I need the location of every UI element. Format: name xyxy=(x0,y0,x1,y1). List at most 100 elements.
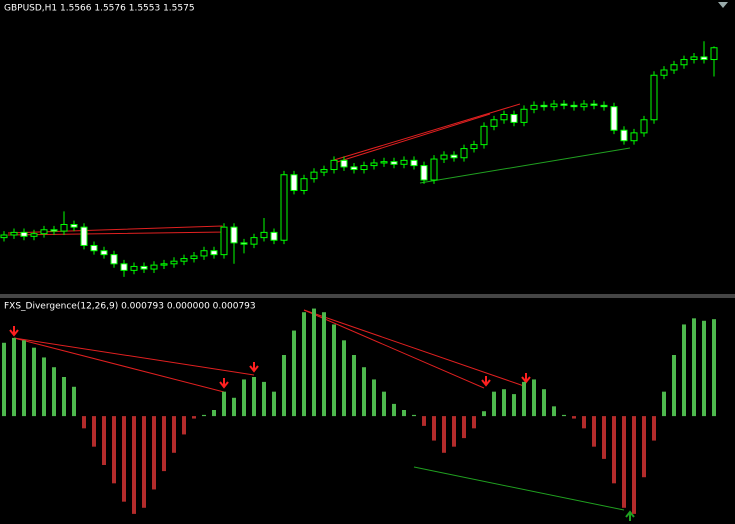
histogram-bar xyxy=(502,389,506,417)
sell-arrow xyxy=(481,376,491,387)
histogram-bar xyxy=(82,416,86,429)
candle-body xyxy=(570,104,578,108)
candle-body xyxy=(610,106,618,131)
histogram-bar xyxy=(552,406,556,417)
divergence-line xyxy=(303,309,525,387)
histogram-bar xyxy=(192,416,196,419)
candle-body xyxy=(660,69,668,76)
histogram-bar xyxy=(252,377,256,417)
candle-body xyxy=(160,263,168,266)
histogram-bar xyxy=(482,411,486,417)
candle-body xyxy=(650,74,658,121)
candle-body xyxy=(300,178,308,191)
candle-body xyxy=(310,171,318,180)
candle-body xyxy=(60,224,68,232)
histogram-bar xyxy=(712,319,716,417)
candle-body xyxy=(510,114,518,123)
histogram-bar xyxy=(302,312,306,417)
histogram-bar xyxy=(392,403,396,417)
buy-arrow xyxy=(625,510,635,521)
candle-body xyxy=(470,144,478,150)
histogram-bar xyxy=(492,391,496,417)
chart-title: GBPUSD,H1 1.5566 1.5576 1.5553 1.5575 xyxy=(4,4,195,14)
histogram-bar xyxy=(632,416,636,514)
divergence-line xyxy=(13,337,225,393)
histogram-bar xyxy=(692,318,696,417)
candle-body xyxy=(370,162,378,167)
candle-body xyxy=(50,229,58,232)
candle-body xyxy=(270,231,278,241)
candle-body xyxy=(90,244,98,252)
histogram-bar xyxy=(582,416,586,429)
histogram-bar xyxy=(682,324,686,417)
histogram-bar xyxy=(102,416,106,465)
histogram-bar xyxy=(342,340,346,417)
candle-body xyxy=(180,258,188,262)
candle-body xyxy=(190,255,198,260)
candle-body xyxy=(380,161,388,164)
divergence-line xyxy=(303,309,485,389)
candle-body xyxy=(250,237,258,245)
candle-body xyxy=(340,159,348,168)
histogram-bar xyxy=(382,391,386,417)
histogram-bar xyxy=(372,379,376,417)
histogram-bar xyxy=(52,367,56,417)
candle-body xyxy=(390,161,398,165)
histogram-bar xyxy=(242,379,246,417)
histogram-bar xyxy=(642,416,646,478)
histogram-bar xyxy=(282,355,286,417)
histogram-bar xyxy=(212,410,216,417)
candle-body xyxy=(440,154,448,160)
sell-arrow xyxy=(9,326,19,337)
candle-body xyxy=(110,254,118,265)
histogram-bar xyxy=(422,416,426,426)
indicator-title: FXS_Divergence(12,26,9) 0.000793 0.00000… xyxy=(4,302,256,312)
scroll-arrow[interactable] xyxy=(718,2,728,8)
histogram-bar xyxy=(442,416,446,453)
candle-body xyxy=(680,59,688,66)
candle-body xyxy=(220,226,228,256)
candle-body xyxy=(70,224,78,228)
candle-body xyxy=(580,103,588,108)
histogram-bar xyxy=(532,379,536,417)
histogram-bar xyxy=(452,416,456,447)
histogram-bar xyxy=(472,416,476,429)
histogram-bar xyxy=(22,340,26,417)
divergence-line xyxy=(333,113,491,164)
histogram-bar xyxy=(522,381,526,417)
candle-body xyxy=(290,174,298,191)
histogram-bar xyxy=(152,416,156,490)
histogram-bar xyxy=(432,416,436,441)
histogram-bar xyxy=(412,414,416,417)
divergence-line xyxy=(413,466,625,511)
candle-body xyxy=(20,231,28,237)
histogram-bar xyxy=(462,416,466,439)
candle-body xyxy=(210,250,218,256)
histogram-bar xyxy=(602,416,606,459)
histogram-bar xyxy=(702,320,706,417)
candle-body xyxy=(120,263,128,271)
histogram-bar xyxy=(402,410,406,417)
candle-body xyxy=(240,242,248,245)
sell-arrow xyxy=(249,362,259,373)
candle-body xyxy=(550,103,558,108)
histogram-bar xyxy=(512,394,516,417)
histogram-bar xyxy=(72,386,76,417)
candle-body xyxy=(560,103,568,106)
histogram-bar xyxy=(292,330,296,417)
candle-body xyxy=(10,231,18,236)
candle-body xyxy=(480,125,488,146)
candle-body xyxy=(630,132,638,142)
histogram-bar xyxy=(12,337,16,417)
histogram-bar xyxy=(132,416,136,514)
candle-body xyxy=(150,264,158,270)
candle-body xyxy=(260,231,268,239)
histogram-bar xyxy=(352,355,356,417)
histogram-bar xyxy=(2,342,6,417)
histogram-bar xyxy=(672,355,676,417)
candle-body xyxy=(80,226,88,246)
candle-body xyxy=(600,104,608,108)
histogram-bar xyxy=(122,416,126,502)
histogram-bar xyxy=(652,416,656,441)
